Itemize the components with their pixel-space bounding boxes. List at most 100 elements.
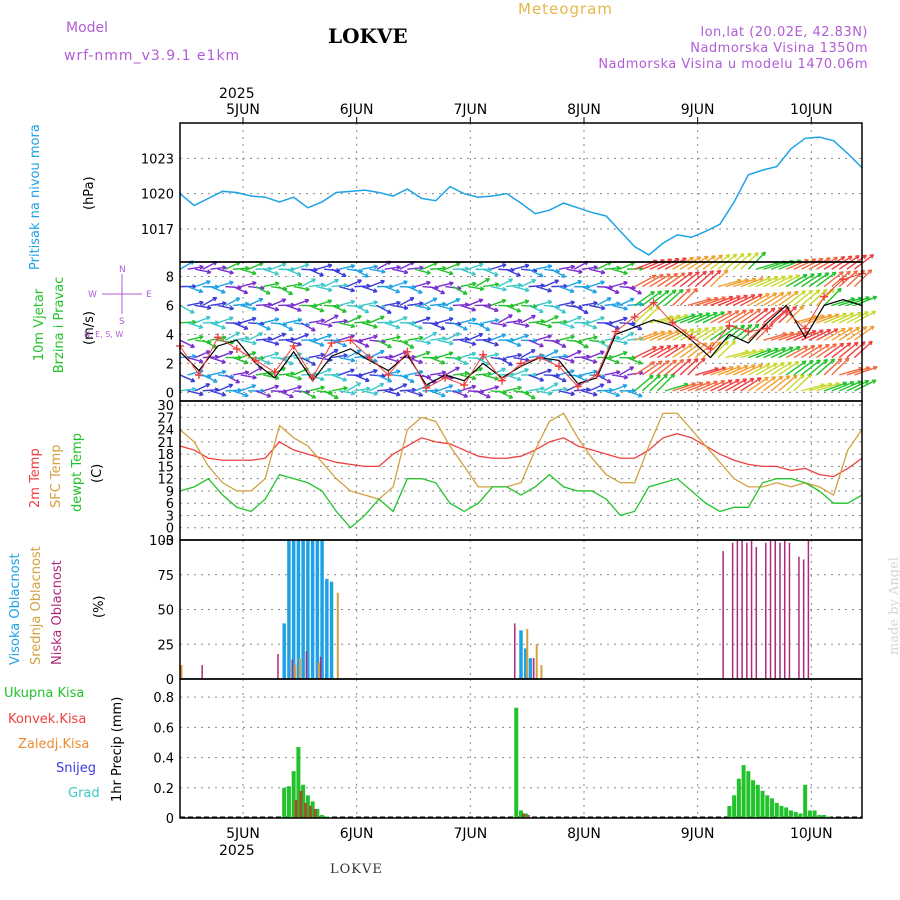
wind-arrow (816, 271, 837, 288)
cloud-high-bar (306, 540, 310, 679)
wind-arrow-head (853, 270, 858, 273)
wind-arrow-head (471, 317, 477, 320)
wind-arrow (338, 356, 355, 362)
wind-arrow (581, 322, 597, 329)
wind-arrow (785, 345, 808, 359)
wind-arrow (694, 326, 717, 341)
wind-arrow-head (298, 375, 302, 380)
wind-arrow (543, 279, 559, 288)
wind-arrow-head (494, 317, 500, 321)
wind-arrow-head (539, 272, 544, 277)
wind-arrow-head (517, 318, 522, 322)
wind-arrow (558, 322, 575, 329)
cloud-low-bar (741, 540, 743, 679)
wind-arrow (384, 356, 401, 363)
wind-arrow-head (221, 369, 227, 373)
wind-arrow (437, 317, 454, 324)
cloud-tick-label: 100 (149, 534, 174, 549)
wind-arrow (429, 390, 446, 397)
wind-arrow (838, 380, 862, 392)
wind-arrow-head (823, 358, 828, 362)
wind-arrow-head (601, 305, 606, 310)
wind-arrow (702, 380, 726, 392)
wind-arrow (460, 339, 476, 346)
wind-arrow (490, 285, 507, 291)
wind-arrow (513, 264, 530, 270)
wind-arrow-head (199, 358, 204, 363)
wind-arrow-head (229, 305, 234, 310)
wind-arrow (308, 304, 324, 312)
wind-arrow (202, 296, 217, 307)
wind-arrow-head (191, 386, 197, 390)
precip-conv-bar (304, 802, 308, 818)
wind-arrow-head (502, 322, 507, 327)
wind-arrow (588, 316, 605, 324)
wind-arrow (725, 350, 749, 359)
wind-arrow (505, 339, 522, 347)
wind-arrow-head (672, 359, 677, 362)
wind-arrow-head (525, 357, 530, 361)
wind-arrow-head (312, 394, 317, 399)
wind-arrow (505, 353, 522, 359)
wind-arrow-head (570, 300, 575, 303)
wind-arrow (520, 279, 536, 288)
wind-arrow-head (365, 343, 370, 348)
precip-rain-bar (760, 790, 765, 818)
wind-arrow-head (297, 307, 302, 312)
wind-arrow-head (822, 288, 828, 292)
wind-arrow (513, 368, 529, 376)
wind-arrow-head (487, 393, 491, 398)
wind-arrow-head (426, 316, 431, 319)
wind-arrow (490, 322, 507, 327)
wind-arrow (247, 262, 264, 270)
wind-arrow (778, 274, 801, 288)
wind-arrow (278, 356, 294, 366)
wind-arrow (437, 339, 454, 345)
wind-arrow (581, 370, 598, 376)
wind-arrow-head (297, 317, 302, 321)
wind-arrow-head (328, 322, 333, 327)
wind-arrow-head (221, 289, 226, 294)
wind-arrow (558, 356, 575, 363)
wind-arrow-head (678, 288, 684, 292)
cloud-low-bar (305, 651, 308, 679)
wind-arrow (649, 373, 668, 392)
wind-arrow (187, 285, 203, 293)
wind-arrow-head (373, 391, 378, 395)
cloud-mid-bar (526, 628, 529, 679)
wind-arrow (232, 285, 248, 294)
wind-arrow-head (335, 394, 339, 399)
cloud-low-bar (774, 540, 776, 679)
wind-arrow-head (351, 323, 356, 328)
wind-arrow-head (350, 368, 355, 371)
wind-arrow-head (676, 314, 681, 317)
precip-rain-bar (310, 801, 315, 818)
precip-rain-bar (736, 778, 741, 818)
wind-arrow-head (441, 336, 447, 339)
wind-arrow-head (846, 342, 851, 345)
wind-arrow-head (343, 386, 348, 389)
wind-arrow (740, 349, 764, 359)
wind-arrow (581, 302, 598, 307)
precip-rain-bar (779, 805, 784, 818)
wind-arrow-head (801, 290, 806, 293)
precip-rain-bar (320, 814, 325, 818)
wind-arrow (240, 339, 257, 345)
wind-arrow (482, 268, 499, 276)
wind-arrow (361, 285, 378, 293)
wind-arrow-head (298, 341, 302, 346)
wind-arrow-head (464, 326, 468, 331)
wind-arrow (725, 278, 749, 288)
wind-arrow-head (593, 335, 598, 338)
wind-arrow (778, 374, 798, 392)
wind-arrow (634, 346, 657, 359)
wind-arrow (232, 267, 250, 270)
wind-arrow (308, 353, 325, 359)
wind-arrow (785, 360, 807, 376)
wind-arrow (376, 388, 394, 392)
wind-arrow (331, 284, 348, 288)
wind-arrow-head (304, 262, 309, 265)
wind-arrow-head (222, 301, 227, 304)
wind-arrow-head (716, 269, 721, 273)
wind-arrow (490, 333, 506, 341)
